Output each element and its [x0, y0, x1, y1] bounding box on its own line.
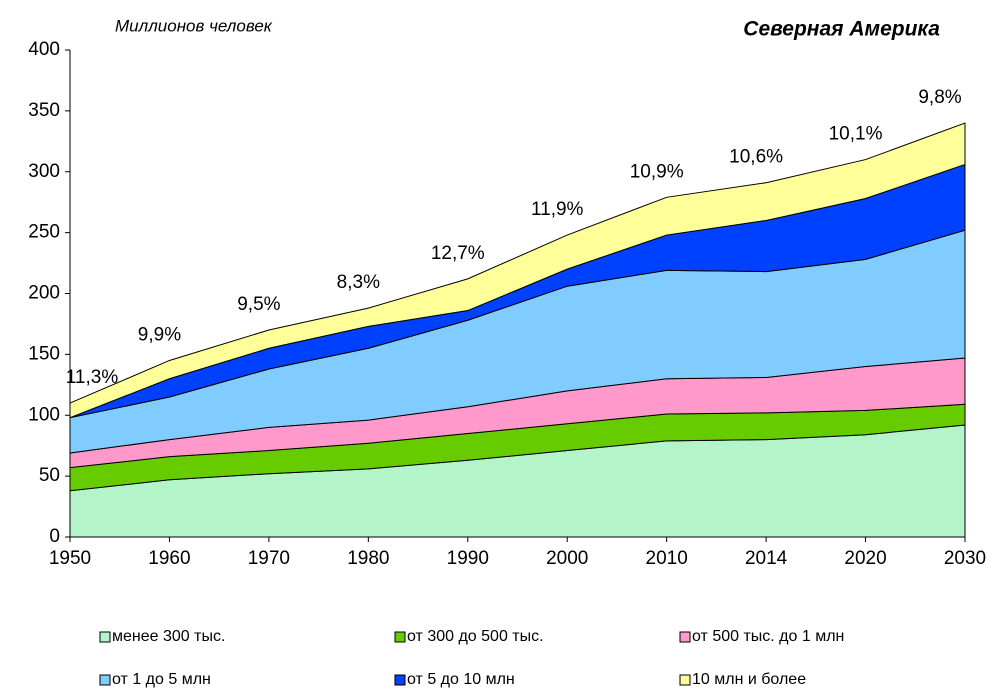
x-tick-label: 1970: [248, 548, 290, 569]
legend-label: 10 млн и более: [692, 671, 806, 688]
legend-label: менее 300 тыс.: [112, 628, 225, 645]
x-tick-label: 2020: [844, 548, 886, 569]
legend-swatch: [394, 631, 406, 643]
annotation: 10,9%: [630, 161, 684, 182]
annotation: 12,7%: [431, 243, 485, 264]
legend-label: от 1 до 5 млн: [112, 671, 211, 688]
annotation: 11,3%: [66, 367, 119, 388]
y-tick-label: 250: [28, 222, 60, 243]
annotation: 10,1%: [829, 124, 883, 145]
x-tick-label: 1990: [447, 548, 489, 569]
x-tick-label: 1980: [347, 548, 389, 569]
y-tick-label: 400: [28, 39, 60, 60]
axis-unit: Миллионов человек: [115, 16, 273, 35]
y-tick-label: 300: [28, 161, 60, 182]
legend-label: от 500 тыс. до 1 млн: [692, 628, 844, 645]
x-tick-label: 1960: [148, 548, 190, 569]
legend-label: от 5 до 10 млн: [407, 671, 515, 688]
annotation: 9,5%: [237, 294, 280, 315]
annotation: 8,3%: [337, 272, 380, 293]
x-tick-label: 2030: [944, 548, 986, 569]
x-tick-label: 2010: [646, 548, 688, 569]
annotation: 9,8%: [918, 87, 961, 108]
y-tick-label: 150: [28, 343, 60, 364]
legend-swatch: [99, 674, 111, 686]
y-tick-label: 200: [28, 283, 60, 304]
annotation: 10,6%: [729, 147, 783, 168]
chart-title: Северная Америка: [743, 18, 940, 41]
legend-swatch: [679, 631, 691, 643]
legend-label: от 300 до 500 тыс.: [407, 628, 544, 645]
x-tick-label: 2014: [745, 548, 788, 569]
y-tick-label: 350: [28, 100, 60, 121]
y-tick-label: 50: [39, 465, 60, 486]
legend-swatch: [99, 631, 111, 643]
annotation: 9,9%: [138, 324, 181, 345]
annotation: 11,9%: [531, 199, 584, 220]
area: [69, 122, 966, 419]
legend-swatch: [394, 674, 406, 686]
y-tick-label: 100: [28, 404, 60, 425]
x-tick-label: 2000: [546, 548, 588, 569]
y-tick-label: 0: [49, 526, 60, 547]
x-tick-label: 1950: [49, 548, 91, 569]
legend-swatch: [679, 674, 691, 686]
